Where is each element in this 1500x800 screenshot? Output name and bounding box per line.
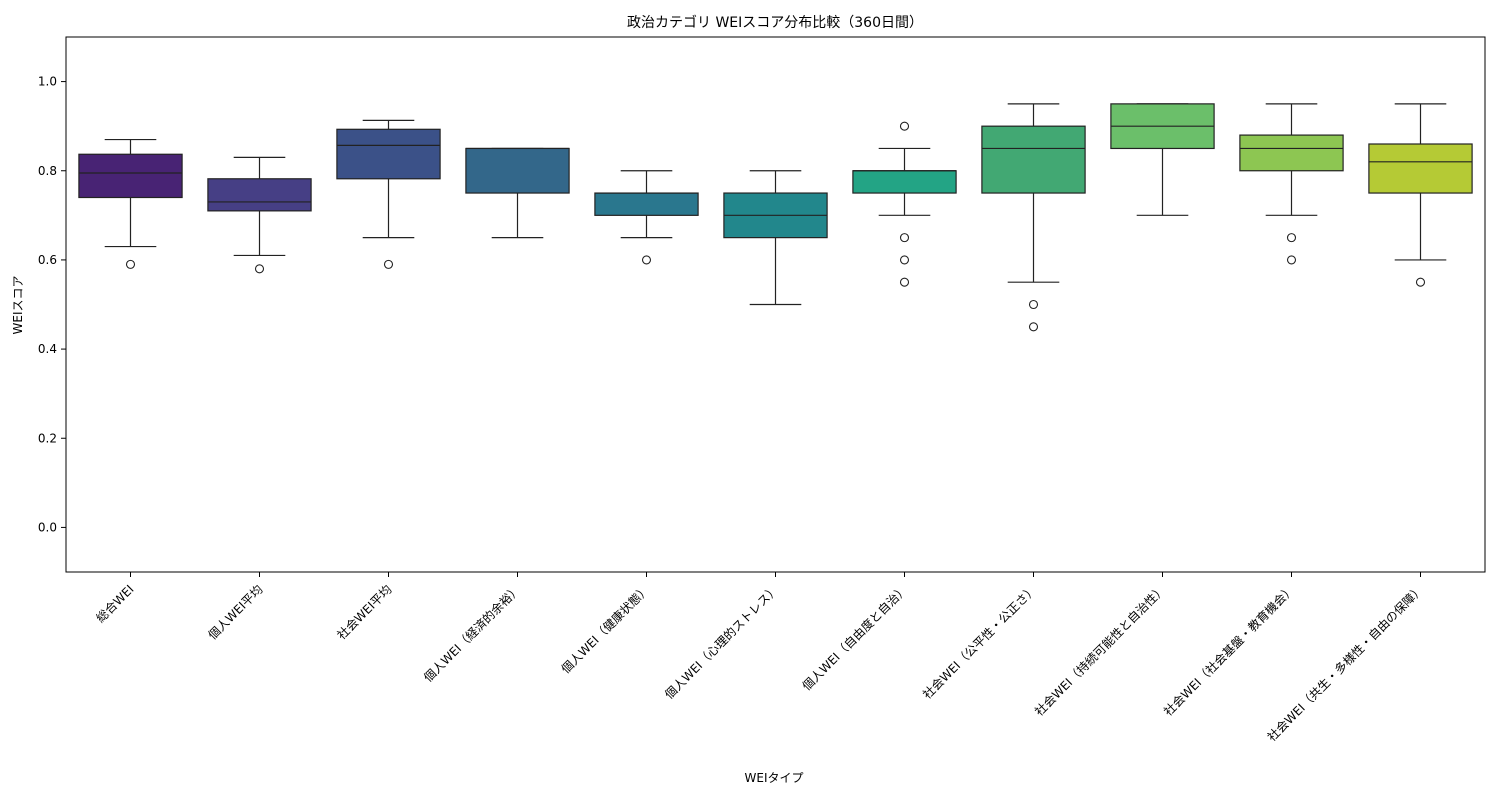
outlier-point <box>1028 322 1039 332</box>
box <box>207 178 312 212</box>
outlier-point <box>1415 277 1426 287</box>
x-axis-label: WEIタイプ <box>745 771 804 785</box>
outlier-point <box>899 121 910 131</box>
box <box>852 170 957 194</box>
x-tick-label: 総合WEI <box>93 582 137 626</box>
y-tick-label: 1.0 <box>38 75 57 89</box>
x-tick-label: 社会WEI（共生・多様性・自由の保障） <box>1264 582 1427 745</box>
y-axis-label: WEIスコア <box>11 276 25 335</box>
y-tick-label: 0.4 <box>38 342 57 356</box>
box <box>981 125 1086 194</box>
box <box>465 147 570 194</box>
y-tick-label: 0.0 <box>38 520 57 534</box>
outlier-point <box>641 255 652 265</box>
outlier-point <box>899 255 910 265</box>
box <box>336 128 441 180</box>
outlier-point <box>254 264 265 274</box>
box <box>1239 134 1344 172</box>
outlier-point <box>125 259 136 269</box>
x-tick-label: 社会WEI（持続可能性と自治性） <box>1031 582 1168 719</box>
outlier-point <box>1286 255 1297 265</box>
outlier-point <box>899 277 910 287</box>
outlier-point <box>1286 233 1297 243</box>
x-tick-label: 個人WEI平均 <box>206 582 266 642</box>
x-tick-label: 社会WEI（公平性・公正さ） <box>919 582 1039 702</box>
y-tick-label: 0.8 <box>38 164 57 178</box>
box <box>594 192 699 216</box>
chart-title: 政治カテゴリ WEIスコア分布比較（360日間） <box>627 14 923 31</box>
x-tick-label: 社会WEI平均 <box>334 582 395 643</box>
x-tick-label: 個人WEI（経済的余裕） <box>420 582 523 685</box>
x-tick-label: 社会WEI（社会基盤・教育機会） <box>1160 582 1297 719</box>
box <box>1368 143 1473 194</box>
x-tick-label: 個人WEI（心理的ストレス） <box>661 582 781 702</box>
outlier-point <box>1028 299 1039 310</box>
x-tick-label: 個人WEI（自由度と自治） <box>799 582 911 694</box>
y-tick-label: 0.2 <box>38 431 57 445</box>
box <box>78 153 183 199</box>
x-tick-label: 個人WEI（健康状態） <box>558 582 653 677</box>
outlier-point <box>383 259 394 269</box>
y-tick-label: 0.6 <box>38 253 57 267</box>
outlier-point <box>899 233 910 243</box>
